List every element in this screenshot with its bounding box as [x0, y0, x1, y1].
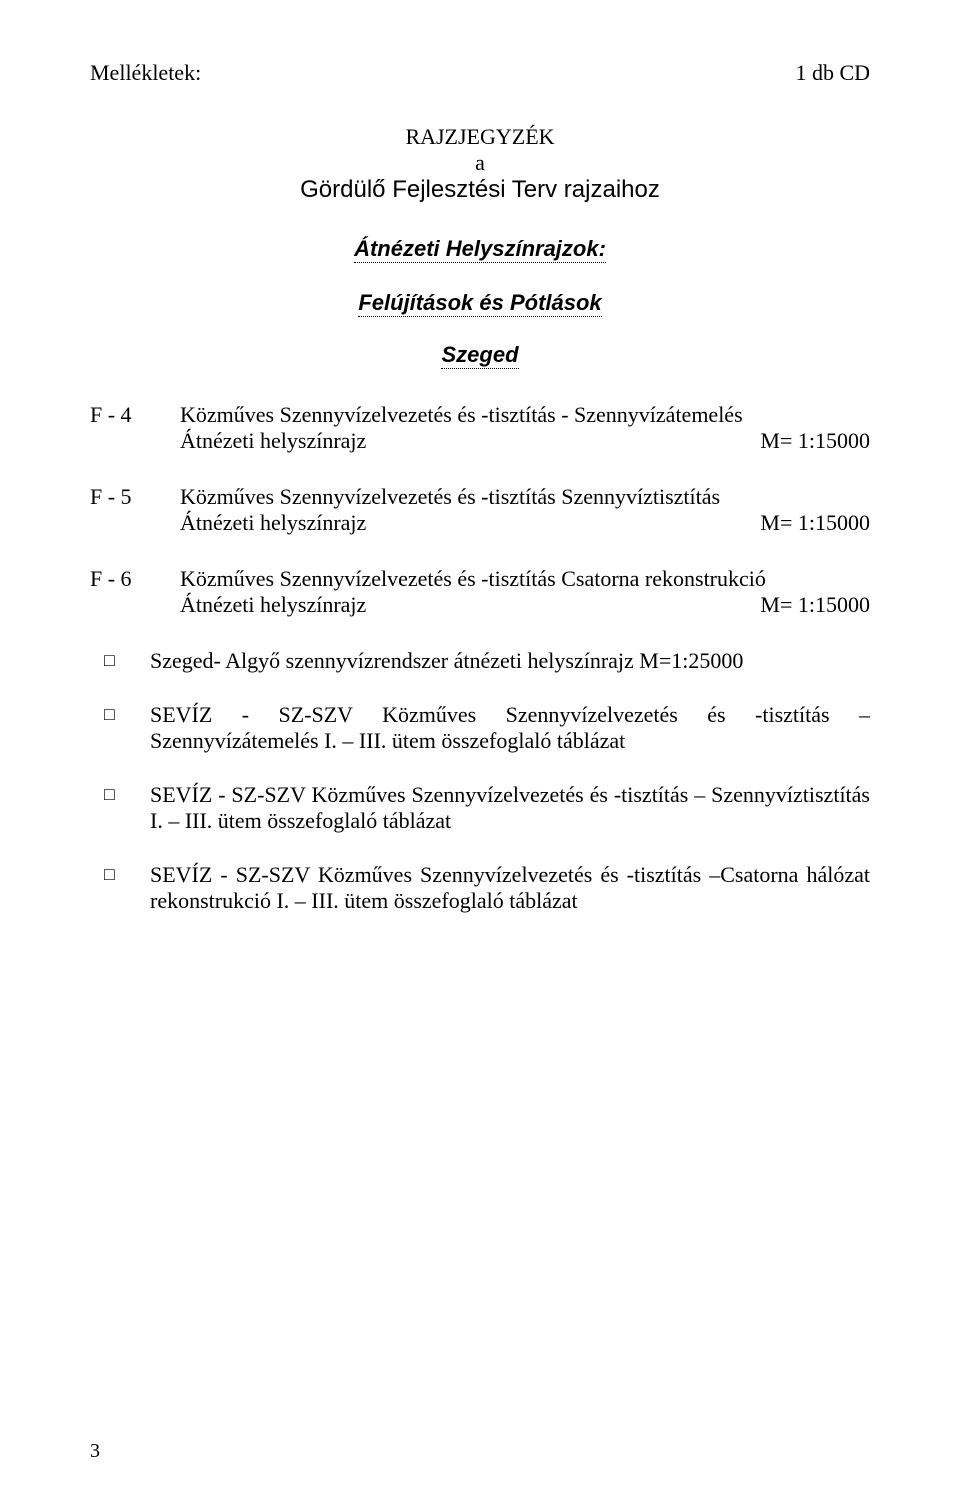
bullet-icon: □	[90, 702, 150, 754]
f-body: Közműves Szennyvízelvezetés és -tisztítá…	[180, 402, 870, 454]
f-line2-left: Átnézeti helyszínrajz	[180, 510, 366, 536]
f-line2-left: Átnézeti helyszínrajz	[180, 592, 366, 618]
header-left: Mellékletek:	[90, 60, 201, 86]
f-label: F - 6	[90, 566, 180, 618]
f-line2: Átnézeti helyszínrajz M= 1:15000	[180, 428, 870, 454]
bullet-text: Szeged- Algyő szennyvízrendszer átnézeti…	[150, 648, 870, 674]
f-body: Közműves Szennyvízelvezetés és -tisztítá…	[180, 566, 870, 618]
section-heading-text: Átnézeti Helyszínrajzok:	[354, 236, 606, 263]
f-label: F - 5	[90, 484, 180, 536]
page-number: 3	[90, 1440, 100, 1463]
bullet-icon: □	[90, 782, 150, 834]
bullet-text: SEVÍZ - SZ-SZV Közműves Szennyvízelvezet…	[150, 702, 870, 754]
f-line2: Átnézeti helyszínrajz M= 1:15000	[180, 592, 870, 618]
f-item: F - 5 Közműves Szennyvízelvezetés és -ti…	[90, 484, 870, 536]
section-sub: Felújítások és Pótlások	[90, 290, 870, 316]
section-sub-text: Felújítások és Pótlások	[358, 290, 601, 317]
page: Mellékletek: 1 db CD RAJZJEGYZÉK a Gördü…	[0, 0, 960, 1497]
f-line2-right: M= 1:15000	[760, 510, 870, 536]
f-line2-right: M= 1:15000	[760, 428, 870, 454]
f-line2-right: M= 1:15000	[760, 592, 870, 618]
title-line2: a	[90, 150, 870, 176]
header-line: Mellékletek: 1 db CD	[90, 60, 870, 86]
header-right: 1 db CD	[795, 60, 870, 86]
title-block: RAJZJEGYZÉK a Gördülő Fejlesztési Terv r…	[90, 124, 870, 204]
bullet-text: SEVÍZ - SZ-SZV Közműves Szennyvízelvezet…	[150, 862, 870, 914]
section-heading: Átnézeti Helyszínrajzok:	[90, 236, 870, 262]
f-item: F - 6 Közműves Szennyvízelvezetés és -ti…	[90, 566, 870, 618]
f-body: Közműves Szennyvízelvezetés és -tisztítá…	[180, 484, 870, 536]
city-heading: Szeged	[90, 342, 870, 368]
f-line1: Közműves Szennyvízelvezetés és -tisztítá…	[180, 484, 870, 510]
title-line3: Gördülő Fejlesztési Terv rajzaihoz	[90, 176, 870, 204]
f-line1: Közműves Szennyvízelvezetés és -tisztítá…	[180, 566, 870, 592]
list-item: □ Szeged- Algyő szennyvízrendszer átnéze…	[90, 648, 870, 674]
f-line2: Átnézeti helyszínrajz M= 1:15000	[180, 510, 870, 536]
f-line2-left: Átnézeti helyszínrajz	[180, 428, 366, 454]
list-item: □ SEVÍZ - SZ-SZV Közműves Szennyvízelvez…	[90, 782, 870, 834]
list-item: □ SEVÍZ - SZ-SZV Közműves Szennyvízelvez…	[90, 862, 870, 914]
f-label: F - 4	[90, 402, 180, 454]
list-item: □ SEVÍZ - SZ-SZV Közműves Szennyvízelvez…	[90, 702, 870, 754]
f-list: F - 4 Közműves Szennyvízelvezetés és -ti…	[90, 402, 870, 618]
bullet-list: □ Szeged- Algyő szennyvízrendszer átnéze…	[90, 648, 870, 914]
f-line1: Közműves Szennyvízelvezetés és -tisztítá…	[180, 402, 870, 428]
bullet-icon: □	[90, 862, 150, 914]
bullet-icon: □	[90, 648, 150, 674]
title-line1: RAJZJEGYZÉK	[90, 124, 870, 150]
f-item: F - 4 Közműves Szennyvízelvezetés és -ti…	[90, 402, 870, 454]
city-text: Szeged	[441, 342, 518, 369]
bullet-text: SEVÍZ - SZ-SZV Közműves Szennyvízelvezet…	[150, 782, 870, 834]
